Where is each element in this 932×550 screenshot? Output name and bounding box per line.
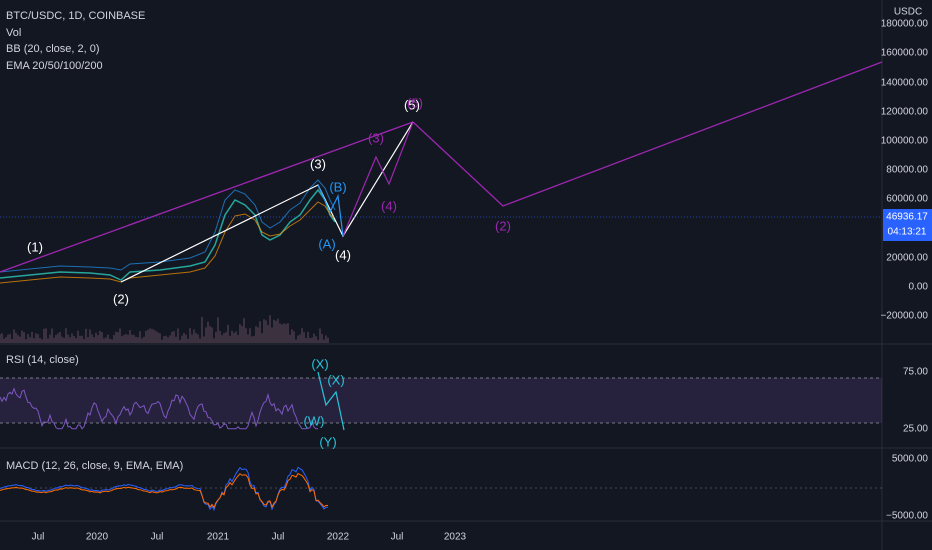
currency: USDC — [894, 7, 922, 18]
wave-label: (4) — [335, 247, 351, 262]
time-label: 2022 — [327, 532, 350, 543]
price-label: −20000.00 — [880, 311, 928, 322]
time-label: Jul — [151, 532, 164, 543]
price-line — [0, 188, 336, 281]
price-label: 160000.00 — [881, 48, 929, 59]
current-price-box — [883, 209, 932, 241]
countdown: 04:13:21 — [888, 227, 927, 238]
symbol-title: BTC/USDC, 1D, COINBASE — [6, 10, 145, 22]
current-price: 46936.17 — [886, 212, 928, 223]
time-label: 2020 — [86, 532, 109, 543]
corrective-path — [317, 184, 344, 237]
price-label: 20000.00 — [886, 253, 928, 264]
price-label: 180000.00 — [881, 19, 929, 30]
price-label: 140000.00 — [881, 78, 929, 89]
wave-label: (5) — [407, 95, 423, 110]
rsi-label: 25.00 — [903, 424, 928, 435]
price-label: 100000.00 — [881, 136, 929, 147]
indicator-label: BB (20, close, 2, 0) — [6, 43, 100, 55]
price-label: 60000.00 — [886, 194, 928, 205]
indicator-label: Vol — [6, 27, 21, 39]
wave-label: (3) — [310, 156, 326, 171]
rsi-wave-label: (X) — [311, 356, 328, 371]
wave-label: (4) — [381, 198, 397, 213]
time-label: Jul — [272, 532, 285, 543]
price-label: 0.00 — [909, 282, 929, 293]
time-label: Jul — [32, 532, 45, 543]
bollinger-upper — [0, 179, 336, 273]
rsi-wave-path — [317, 371, 345, 431]
price-label: 80000.00 — [886, 165, 928, 176]
projection-zigzag — [342, 121, 414, 237]
price-label: 120000.00 — [881, 107, 929, 118]
projection-path — [412, 61, 883, 207]
indicator-label: EMA 20/50/100/200 — [6, 60, 103, 72]
rsi-wave-label: (W) — [304, 413, 325, 428]
rsi-band — [0, 378, 882, 423]
wave-label: (1) — [27, 239, 43, 254]
time-label: Jul — [391, 532, 404, 543]
wave-label: (B) — [329, 179, 346, 194]
rsi-wave-label: (X) — [327, 372, 344, 387]
rsi-texture — [0, 387, 318, 430]
ema-line — [0, 201, 336, 284]
macd-texture — [0, 466, 329, 512]
rsi-wave-label: (Y) — [319, 434, 336, 449]
rsi-title: RSI (14, close) — [6, 354, 79, 366]
wave-label: (2) — [113, 291, 129, 306]
wave-label: (3) — [368, 130, 384, 145]
macd-title: MACD (12, 26, close, 9, EMA, EMA) — [6, 460, 183, 472]
wave-label: (2) — [495, 218, 511, 233]
rsi-label: 75.00 — [903, 367, 928, 378]
signal-texture — [0, 472, 329, 509]
macd-label: −5000.00 — [886, 511, 928, 522]
wave-label: (A) — [318, 236, 335, 251]
time-label: 2023 — [444, 532, 467, 543]
time-label: 2021 — [207, 532, 230, 543]
macd-label: 5000.00 — [892, 454, 929, 465]
trendline — [0, 121, 414, 273]
volume-texture — [0, 315, 329, 343]
wave-label: (5) — [404, 97, 420, 112]
